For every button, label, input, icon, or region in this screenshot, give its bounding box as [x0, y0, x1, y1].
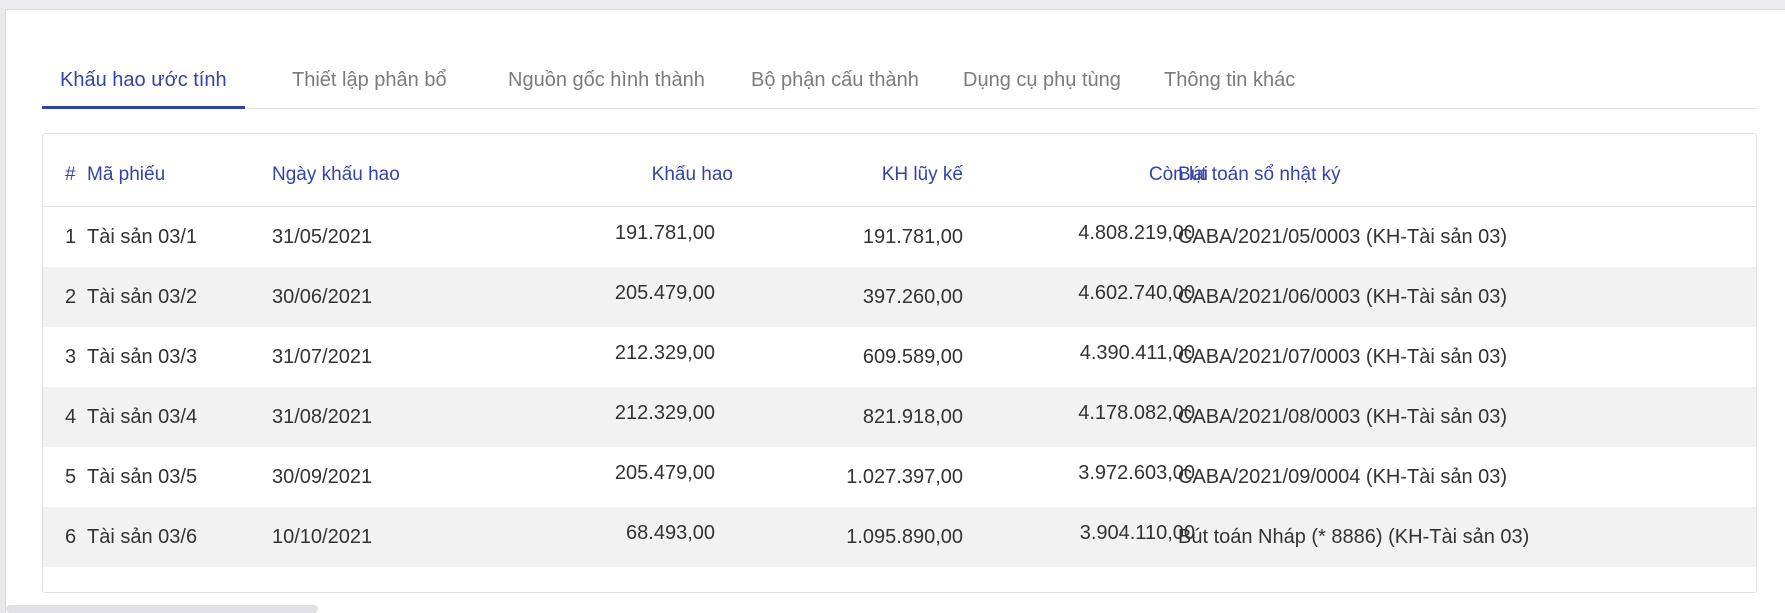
cell-remaining: 3.972.603,00 [1078, 462, 1195, 484]
cell-date: 30/06/2021 [272, 286, 373, 308]
table-header: # Mã phiếu Ngày khấu hao Khấu hao KH lũy… [43, 134, 1756, 207]
cell-code: Tài sản 03/6 [87, 526, 198, 548]
tab-thiet-lap-phan-bo[interactable]: Thiết lập phân bổ [292, 69, 447, 91]
cell-remaining: 4.602.740,00 [1078, 282, 1195, 304]
cell-journal[interactable]: CABA/2021/09/0004 (KH-Tài sản 03) [1178, 466, 1508, 488]
cell-remaining: 4.178.082,00 [1078, 402, 1195, 424]
cell-depreciation: 205.479,00 [614, 462, 715, 484]
tab-bo-phan-cau-thanh[interactable]: Bộ phận cấu thành [751, 69, 919, 91]
horizontal-scrollbar[interactable] [6, 605, 318, 613]
cell-code: Tài sản 03/5 [87, 466, 198, 488]
cell-accumulated: 609.589,00 [862, 346, 963, 368]
header-code[interactable]: Mã phiếu [87, 164, 166, 185]
header-depreciation[interactable]: Khấu hao [651, 164, 733, 185]
tab-nguon-goc-hinh-thanh[interactable]: Nguồn gốc hình thành [508, 69, 705, 91]
header-date[interactable]: Ngày khấu hao [272, 164, 400, 185]
cell-code: Tài sản 03/4 [87, 406, 198, 428]
cell-depreciation: 191.781,00 [614, 222, 715, 244]
header-accumulated[interactable]: KH lũy kế [881, 164, 963, 185]
cell-journal[interactable]: CABA/2021/06/0003 (KH-Tài sản 03) [1178, 286, 1508, 308]
cell-index: 5 [65, 466, 77, 488]
tab-dung-cu-phu-tung[interactable]: Dụng cụ phụ tùng [963, 69, 1121, 91]
cell-remaining: 3.904.110,00 [1079, 522, 1195, 544]
header-index: # [65, 164, 76, 185]
cell-code: Tài sản 03/2 [87, 286, 198, 308]
table-row[interactable]: 2 Tài sản 03/2 30/06/2021 205.479,00 397.260… [43, 267, 1756, 327]
cell-date: 30/09/2021 [272, 466, 373, 488]
cell-date: 31/08/2021 [272, 406, 373, 428]
table-row[interactable]: 6 Tài sản 03/6 10/10/2021 68.493,00 1.095.89… [43, 507, 1756, 567]
cell-remaining: 4.808.219,00 [1078, 222, 1195, 244]
table-row[interactable]: 5 Tài sản 03/5 30/09/2021 205.479,00 1.027.3… [43, 447, 1756, 507]
top-bar [0, 0, 1785, 10]
cell-code: Tài sản 03/3 [87, 346, 198, 368]
table-row[interactable]: 4 Tài sản 03/4 31/08/2021 212.329,00 821.918… [43, 387, 1756, 447]
tab-thong-tin-khac[interactable]: Thông tin khác [1164, 69, 1296, 91]
cell-journal[interactable]: CABA/2021/05/0003 (KH-Tài sản 03) [1178, 226, 1508, 248]
cell-accumulated: 821.918,00 [862, 406, 963, 428]
cell-journal[interactable]: CABA/2021/07/0003 (KH-Tài sản 03) [1178, 346, 1508, 368]
cell-remaining: 4.390.411,00 [1079, 342, 1195, 364]
cell-code: Tài sản 03/1 [87, 226, 198, 248]
cell-journal[interactable]: Bút toán Nháp (* 8886) (KH-Tài sản 03) [1178, 526, 1530, 548]
cell-accumulated: 397.260,00 [862, 286, 963, 308]
cell-index: 4 [65, 406, 77, 428]
cell-index: 6 [65, 526, 77, 548]
left-border [0, 9, 6, 613]
cell-journal[interactable]: CABA/2021/08/0003 (KH-Tài sản 03) [1178, 406, 1508, 428]
cell-index: 3 [65, 346, 77, 368]
cell-index: 1 [65, 226, 77, 248]
tab-bar: Khấu hao ước tính Thiết lập phân bổ Nguồ… [42, 56, 1757, 109]
depreciation-table: # Mã phiếu Ngày khấu hao Khấu hao KH lũy… [42, 133, 1757, 593]
cell-date: 10/10/2021 [272, 526, 373, 548]
cell-accumulated: 1.027.397,00 [846, 466, 963, 488]
table-row[interactable]: 3 Tài sản 03/3 31/07/2021 212.329,00 609.589… [43, 327, 1756, 387]
cell-date: 31/05/2021 [272, 226, 373, 248]
cell-depreciation: 212.329,00 [614, 342, 715, 364]
cell-depreciation: 212.329,00 [614, 402, 715, 424]
header-remaining[interactable]: Còn lại [1148, 164, 1208, 185]
tab-khau-hao-uoc-tinh[interactable]: Khấu hao ước tính [42, 56, 245, 109]
cell-depreciation: 205.479,00 [614, 282, 715, 304]
cell-accumulated: 1.095.890,00 [846, 526, 963, 548]
cell-index: 2 [65, 286, 77, 308]
cell-depreciation: 68.493,00 [626, 522, 715, 544]
cell-date: 31/07/2021 [272, 346, 373, 368]
table-row[interactable]: 1 Tài sản 03/1 31/05/2021 191.781,00 191.781… [43, 207, 1756, 267]
cell-accumulated: 191.781,00 [862, 226, 963, 248]
header-journal[interactable]: Bút toán sổ nhật ký [1178, 164, 1341, 185]
